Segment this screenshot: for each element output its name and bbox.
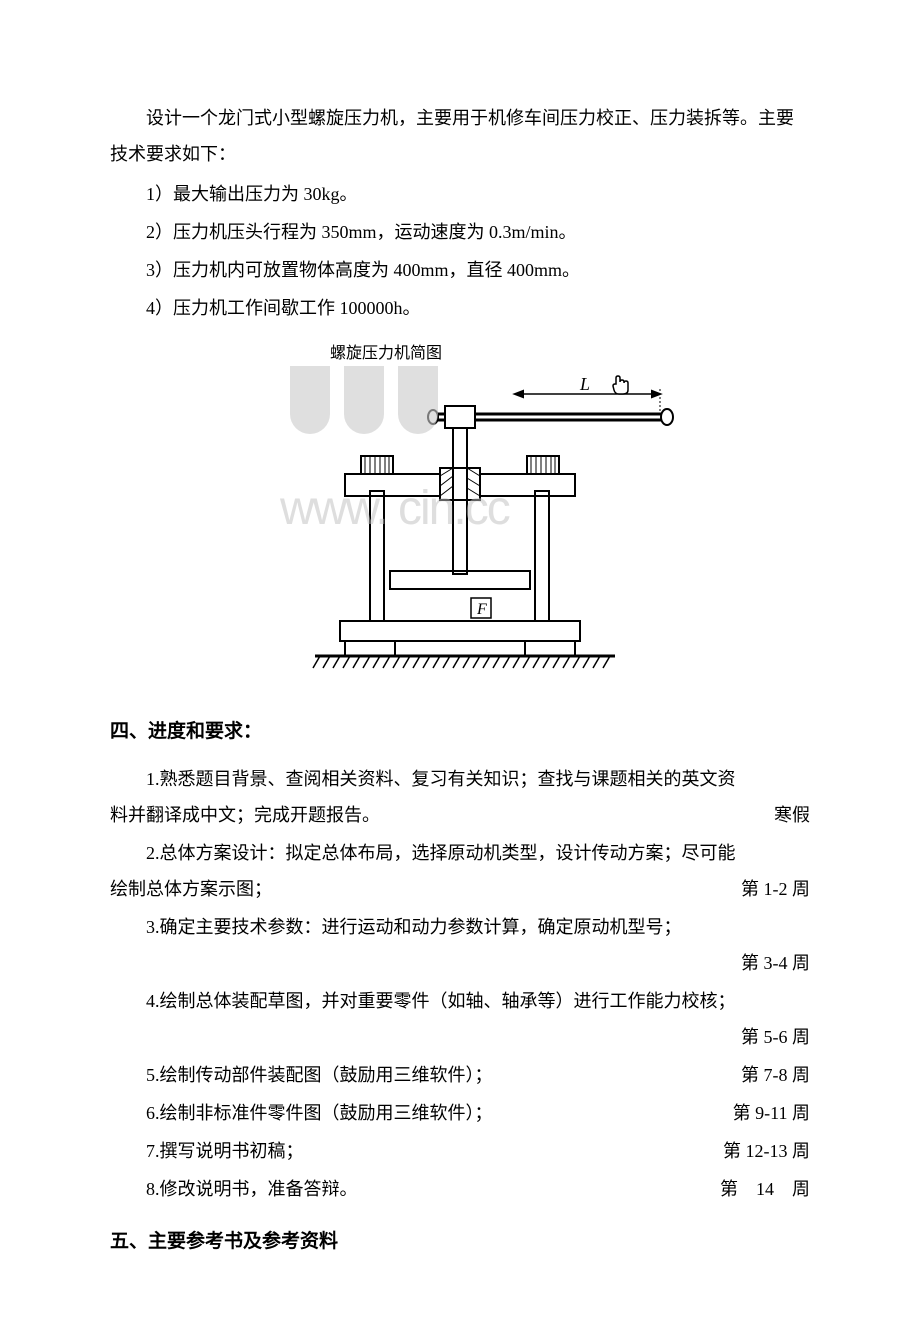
schedule-item: 3.确定主要技术参数：进行运动和动力参数计算，确定原动机型号；第 3-4 周 [110,909,810,981]
schedule-time: 寒假 [710,797,810,833]
schedule-time: 第 7-8 周 [710,1057,810,1093]
schedule-text-line: 7.撰写说明书初稿； [110,1133,710,1169]
schedule-row: 绘制总体方案示图；第 1-2 周 [110,871,810,907]
schedule-text-line: 2.总体方案设计：拟定总体布局，选择原动机类型，设计传动方案；尽可能 [110,835,810,871]
schedule-text-line: 1.熟悉题目背景、查阅相关资料、复习有关知识；查找与课题相关的英文资 [110,761,810,797]
svg-text:L: L [579,374,590,394]
schedule-row: 7.撰写说明书初稿；第 12-13 周 [110,1133,810,1169]
schedule-row: 5.绘制传动部件装配图（鼓励用三维软件）；第 7-8 周 [110,1057,810,1093]
schedule-text-line: 3.确定主要技术参数：进行运动和动力参数计算，确定原动机型号； [110,909,810,945]
schedule-text-line: 8.修改说明书，准备答辩。 [110,1171,710,1207]
schedule-item: 1.熟悉题目背景、查阅相关资料、复习有关知识；查找与课题相关的英文资料并翻译成中… [110,761,810,833]
schedule-time: 第 9-11 周 [710,1095,810,1131]
watermark-text: www. cin.cc [280,461,509,557]
spec-item: 2）压力机压头行程为 350mm，运动速度为 0.3m/min。 [110,214,810,250]
spec-item: 4）压力机工作间歇工作 100000h。 [110,290,810,326]
spec-item: 3）压力机内可放置物体高度为 400mm，直径 400mm。 [110,252,810,288]
schedule-item: 8.修改说明书，准备答辩。第 14 周 [110,1171,810,1207]
schedule-time: 第 12-13 周 [710,1133,810,1169]
schedule-text-line: 绘制总体方案示图； [110,871,710,907]
watermark-logo-dots [290,366,438,434]
schedule-time: 第 1-2 周 [710,871,810,907]
spec-item: 1）最大输出压力为 30kg。 [110,176,810,212]
intro-paragraph: 设计一个龙门式小型螺旋压力机，主要用于机修车间压力校正、压力装拆等。主要技术要求… [110,100,810,172]
schedule-row: 6.绘制非标准件零件图（鼓励用三维软件）；第 9-11 周 [110,1095,810,1131]
schedule-item: 4.绘制总体装配草图，并对重要零件（如轴、轴承等）进行工作能力校核；第 5-6 … [110,983,810,1055]
schedule-row: 8.修改说明书，准备答辩。第 14 周 [110,1171,810,1207]
schedule-text-line: 料并翻译成中文；完成开题报告。 [110,797,710,833]
schedule-item: 6.绘制非标准件零件图（鼓励用三维软件）；第 9-11 周 [110,1095,810,1131]
schedule-list: 1.熟悉题目背景、查阅相关资料、复习有关知识；查找与课题相关的英文资料并翻译成中… [110,761,810,1207]
schedule-item: 5.绘制传动部件装配图（鼓励用三维软件）；第 7-8 周 [110,1057,810,1093]
schedule-text-line: 5.绘制传动部件装配图（鼓励用三维软件）； [110,1057,710,1093]
schedule-time: 第 14 周 [710,1171,810,1207]
schedule-item: 2.总体方案设计：拟定总体布局，选择原动机类型，设计传动方案；尽可能绘制总体方案… [110,835,810,907]
spec-list: 1）最大输出压力为 30kg。 2）压力机压头行程为 350mm，运动速度为 0… [110,176,810,326]
heading-references: 五、主要参考书及参考资料 [110,1223,810,1261]
schedule-time: 第 3-4 周 [110,945,810,981]
diagram-region: 螺旋压力机简图 www. cin.cc [230,336,690,688]
heading-schedule: 四、进度和要求： [110,713,810,751]
schedule-row: 料并翻译成中文；完成开题报告。寒假 [110,797,810,833]
schedule-text-line: 6.绘制非标准件零件图（鼓励用三维软件）； [110,1095,710,1131]
svg-text:F: F [476,601,487,618]
schedule-time: 第 5-6 周 [110,1019,810,1055]
schedule-item: 7.撰写说明书初稿；第 12-13 周 [110,1133,810,1169]
schedule-text-line: 4.绘制总体装配草图，并对重要零件（如轴、轴承等）进行工作能力校核； [110,983,810,1019]
